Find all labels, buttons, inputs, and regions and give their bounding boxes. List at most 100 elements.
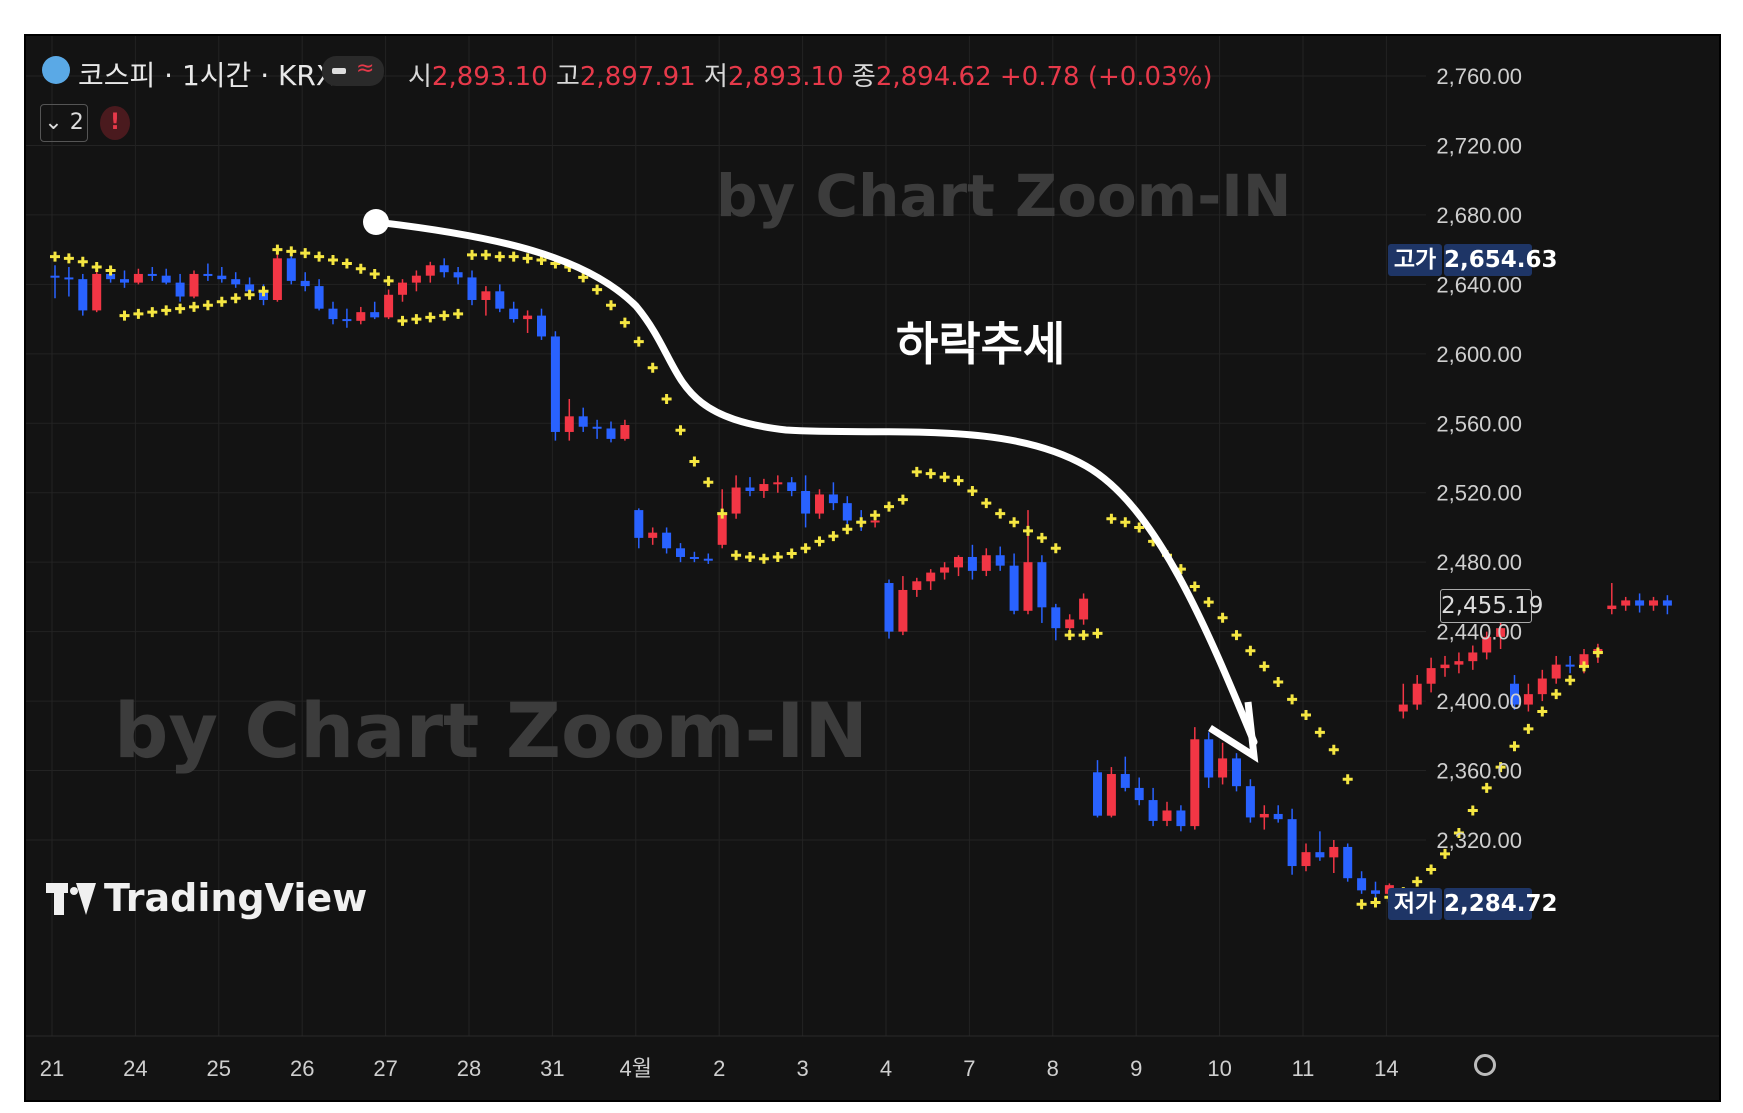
symbol-title[interactable]: 코스피 · 1시간 · KRX (78, 59, 336, 92)
candle-body (801, 490, 811, 514)
tradingview-mark-icon (46, 883, 96, 915)
candle-body (1301, 852, 1311, 867)
sar-point (425, 312, 436, 323)
candle-body (50, 275, 60, 278)
sar-point (1259, 661, 1270, 672)
sar-point (1565, 675, 1576, 686)
indicator-toggle[interactable]: ≈ (322, 56, 384, 86)
candle-body (940, 567, 950, 573)
ohlc-values: 시2,893.10 고2,897.91 저2,893.10 종2,894.62 … (408, 56, 1212, 93)
candle-body (509, 308, 519, 320)
candle-body (1023, 562, 1033, 611)
candle-body (1343, 846, 1353, 879)
candle-body (1037, 562, 1047, 608)
warning-icon[interactable]: ! (100, 106, 130, 140)
candle-body (1482, 636, 1492, 653)
candle-body (370, 312, 380, 318)
candle-body (1468, 652, 1478, 662)
y-tick-label: 2,600.00 (1436, 342, 1522, 367)
candle-body (592, 426, 602, 429)
candle-body (300, 280, 310, 287)
sar-point (1467, 805, 1478, 816)
candle-body (1009, 565, 1019, 611)
high-value: 2,897.91 (579, 62, 696, 92)
change-value: +0.78 (+0.03%) (999, 62, 1213, 92)
candle-body (1607, 605, 1617, 610)
downtrend-arrow (372, 218, 1258, 746)
sar-point (397, 315, 408, 326)
sar-point (786, 548, 797, 559)
sar-point (133, 308, 144, 319)
sar-point (244, 289, 255, 300)
settings-gear-icon[interactable] (1474, 1054, 1496, 1076)
sar-point (1426, 864, 1437, 875)
candle-body (648, 532, 658, 538)
sar-point (480, 249, 491, 260)
sar-point (328, 255, 338, 266)
indicator-collapse-button[interactable]: ⌄ 2 (40, 104, 88, 142)
candle-body (1148, 800, 1158, 821)
candle-body (203, 273, 213, 276)
sar-point (1551, 689, 1562, 700)
sar-point (175, 303, 186, 314)
candle-body (1287, 819, 1297, 867)
candle-body (328, 308, 338, 320)
candle-body (217, 275, 227, 280)
candle-body (495, 291, 505, 309)
watermark-top: by Chart Zoom-IN (716, 162, 1292, 230)
candle-body (1315, 852, 1325, 858)
high-price-label: 고가 (1388, 244, 1442, 276)
candle-body (1371, 890, 1380, 894)
sar-point (91, 262, 102, 272)
sar-point (1050, 543, 1061, 554)
x-tick-label: 8 (1047, 1056, 1059, 1081)
sar-point (1092, 628, 1103, 639)
candle-body (898, 589, 908, 632)
y-tick-label: 2,520.00 (1436, 481, 1522, 506)
sar-point (967, 485, 978, 496)
sar-point (77, 256, 88, 267)
candle-body (1106, 774, 1116, 816)
candle-body (384, 294, 394, 318)
candle-body (467, 277, 477, 300)
candle-body (634, 510, 644, 538)
candle-body (133, 273, 143, 283)
candle-body (1510, 683, 1519, 705)
sar-point (1314, 727, 1325, 738)
sar-point (1301, 709, 1311, 720)
candle-body (1259, 813, 1269, 818)
candlestick-chart[interactable]: 2,760.00 2,720.00 2,680.00 2,640.00 2,600.00… (26, 36, 1719, 1100)
candle-body (1537, 678, 1547, 695)
candle-body (245, 284, 255, 292)
sar-point (258, 286, 269, 297)
sar-point (1370, 897, 1381, 908)
sar-point (633, 336, 644, 347)
last-price-tag: 2,455.19 (1440, 589, 1543, 623)
tradingview-wordmark: TradingView (104, 876, 368, 920)
sar-point (230, 293, 241, 304)
sar-point (772, 551, 783, 562)
candle-body (1496, 628, 1506, 637)
close-value: 2,894.62 (875, 62, 992, 92)
x-tick-label: 27 (373, 1056, 397, 1081)
sar-point (925, 468, 936, 479)
candle-body (981, 555, 991, 571)
sar-point (383, 275, 394, 286)
candle-body (1523, 694, 1533, 705)
sar-point (1287, 694, 1298, 705)
candle-body (523, 315, 533, 320)
y-tick-label: 2,640.00 (1436, 272, 1522, 297)
candle-body (926, 572, 936, 582)
sar-point (508, 251, 519, 262)
sar-point (1273, 676, 1284, 687)
candle-body (717, 513, 727, 545)
x-tick-label: 28 (457, 1056, 481, 1081)
x-tick-label: 3 (796, 1056, 808, 1081)
sar-point (661, 393, 672, 404)
candle-body (175, 282, 185, 297)
candle-body (1190, 739, 1200, 827)
candle-body (731, 487, 741, 514)
candle-body (1134, 787, 1144, 801)
candle-body (189, 273, 199, 297)
sar-point (1189, 581, 1200, 592)
